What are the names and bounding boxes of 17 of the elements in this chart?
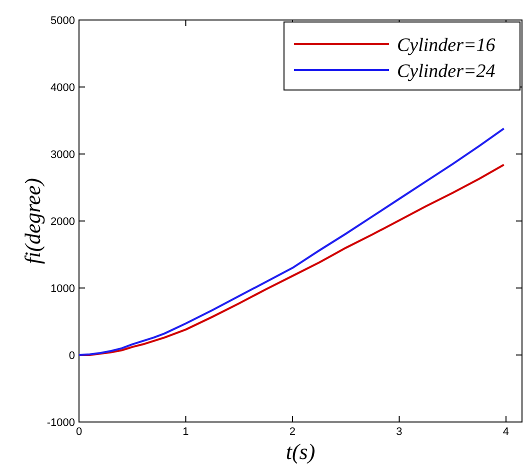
y-tick-label: 3000 (50, 149, 75, 161)
x-tick-label: 1 (182, 426, 189, 438)
y-tick-label: 4000 (50, 82, 75, 94)
x-tick-label: 2 (289, 426, 296, 438)
y-tick-label: 2000 (50, 216, 75, 228)
y-tick-label: 0 (68, 350, 75, 362)
legend-label: Cylinder=16 (397, 35, 496, 56)
y-axis-title: fi(degree) (20, 178, 45, 264)
x-tick-label: 0 (76, 426, 82, 438)
x-axis-title: t(s) (286, 439, 316, 464)
y-tick-label: 1000 (50, 283, 75, 295)
x-tick-label: 4 (502, 426, 510, 438)
legend-label: Cylinder=24 (397, 61, 496, 82)
line-series (78, 128, 505, 356)
x-tick-label: 3 (396, 426, 402, 438)
y-tick-label: -1000 (46, 417, 75, 429)
y-tick-label: 5000 (50, 15, 75, 27)
